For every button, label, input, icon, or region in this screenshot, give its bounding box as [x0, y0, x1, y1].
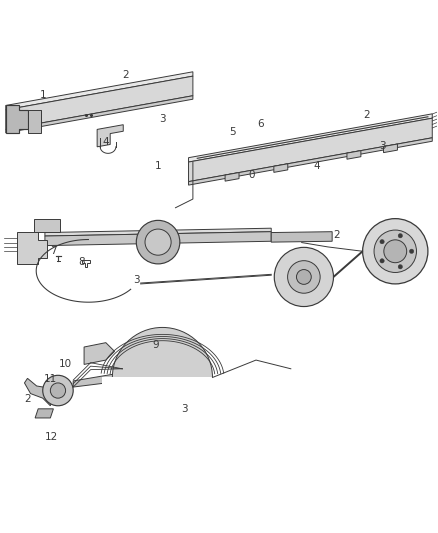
- Polygon shape: [225, 173, 239, 181]
- Polygon shape: [17, 232, 47, 264]
- Polygon shape: [347, 151, 361, 159]
- Circle shape: [113, 327, 212, 427]
- Text: 9: 9: [152, 340, 159, 350]
- Polygon shape: [188, 118, 432, 182]
- Polygon shape: [35, 409, 53, 418]
- Polygon shape: [28, 110, 41, 133]
- Polygon shape: [188, 114, 432, 162]
- Text: 6: 6: [257, 119, 264, 129]
- Polygon shape: [6, 106, 28, 133]
- Text: 0: 0: [248, 170, 255, 180]
- Text: 5: 5: [229, 127, 235, 138]
- Text: 7: 7: [50, 246, 57, 256]
- Polygon shape: [6, 96, 193, 133]
- Polygon shape: [6, 72, 193, 110]
- Text: 4: 4: [102, 138, 109, 148]
- Polygon shape: [188, 138, 432, 185]
- Circle shape: [380, 239, 384, 244]
- Text: 1: 1: [155, 161, 161, 172]
- Text: 1: 1: [39, 90, 46, 100]
- Polygon shape: [45, 228, 271, 236]
- Circle shape: [141, 356, 184, 400]
- Text: 2: 2: [24, 394, 31, 404]
- Polygon shape: [84, 343, 115, 365]
- Polygon shape: [6, 76, 193, 130]
- Circle shape: [50, 383, 66, 398]
- Polygon shape: [45, 232, 271, 246]
- Text: 3: 3: [181, 404, 187, 414]
- Polygon shape: [271, 232, 332, 242]
- Text: 11: 11: [43, 374, 57, 384]
- Polygon shape: [34, 219, 60, 232]
- Text: 3: 3: [133, 276, 140, 286]
- Circle shape: [122, 337, 202, 417]
- Circle shape: [398, 264, 403, 269]
- Circle shape: [288, 261, 320, 293]
- Text: 10: 10: [59, 359, 72, 369]
- Circle shape: [297, 270, 311, 284]
- Polygon shape: [25, 378, 55, 406]
- Circle shape: [374, 230, 417, 272]
- Circle shape: [380, 259, 384, 263]
- Polygon shape: [274, 164, 288, 172]
- Polygon shape: [97, 125, 123, 147]
- Circle shape: [410, 249, 414, 254]
- Text: 2: 2: [122, 70, 129, 80]
- Text: 12: 12: [45, 432, 58, 442]
- Polygon shape: [384, 144, 397, 152]
- Circle shape: [136, 220, 180, 264]
- Circle shape: [398, 233, 403, 238]
- Polygon shape: [141, 399, 162, 408]
- Circle shape: [131, 346, 194, 408]
- Text: 3: 3: [159, 114, 166, 124]
- Circle shape: [148, 364, 177, 392]
- Text: 4: 4: [314, 161, 320, 172]
- Bar: [102, 377, 223, 438]
- Polygon shape: [73, 371, 132, 387]
- Text: 2: 2: [364, 110, 370, 120]
- Circle shape: [43, 375, 73, 406]
- Circle shape: [363, 219, 428, 284]
- Text: 2: 2: [333, 230, 340, 240]
- Text: 3: 3: [379, 141, 385, 150]
- Circle shape: [145, 229, 171, 255]
- Circle shape: [274, 247, 333, 306]
- Text: 8: 8: [78, 257, 85, 267]
- Circle shape: [384, 240, 407, 263]
